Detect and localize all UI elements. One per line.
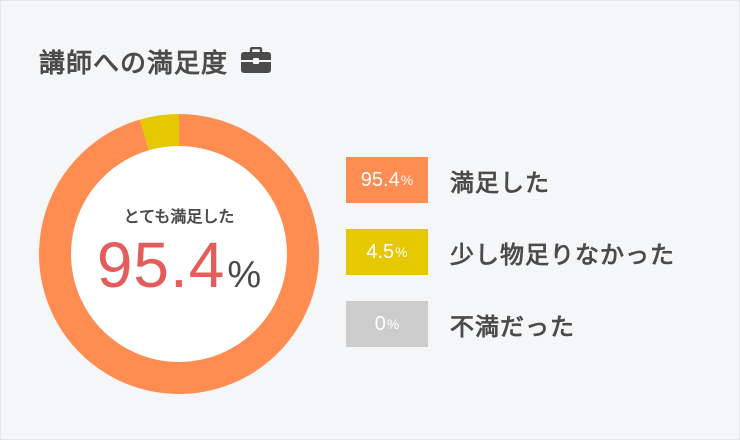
page-title: 講師への満足度 (39, 48, 229, 79)
legend-value: 4.5 (366, 240, 395, 263)
legend-swatch-satisfied: 95.4% (346, 157, 428, 203)
donut-slice-1 (139, 114, 179, 151)
legend-item-satisfied: 95.4% 満足した (346, 156, 726, 204)
donut-center-value: 95.4 % (97, 233, 261, 297)
legend-swatch-somewhat-lacking: 4.5% (346, 229, 428, 275)
donut-center: とても満足した 95.4 % (39, 114, 319, 394)
legend-value: 95.4 (360, 168, 400, 191)
donut-chart: とても満足した 95.4 % (39, 114, 319, 394)
legend-item-dissatisfied: 0% 不満だった (346, 300, 726, 348)
legend-label: 満足した (450, 168, 550, 197)
legend-unit: % (395, 244, 408, 260)
donut-center-unit: % (227, 254, 262, 296)
donut-center-disk (71, 146, 287, 362)
legend: 95.4% 満足した 4.5% 少し物足りなかった 0% 不満だった (346, 156, 726, 372)
briefcase-icon (240, 46, 272, 75)
legend-label: 少し物足りなかった (450, 240, 675, 269)
legend-unit: % (400, 172, 414, 188)
legend-value: 0 (374, 312, 386, 335)
card-header: 講師への満足度 (39, 41, 272, 81)
donut-center-number: 95.4 (96, 229, 226, 301)
donut-chart-svg (39, 114, 319, 394)
legend-label: 不満だった (450, 312, 575, 341)
legend-unit: % (386, 316, 400, 332)
donut-center-label: とても満足した (123, 207, 235, 226)
legend-swatch-dissatisfied: 0% (346, 301, 428, 347)
legend-item-somewhat-lacking: 4.5% 少し物足りなかった (346, 228, 726, 276)
